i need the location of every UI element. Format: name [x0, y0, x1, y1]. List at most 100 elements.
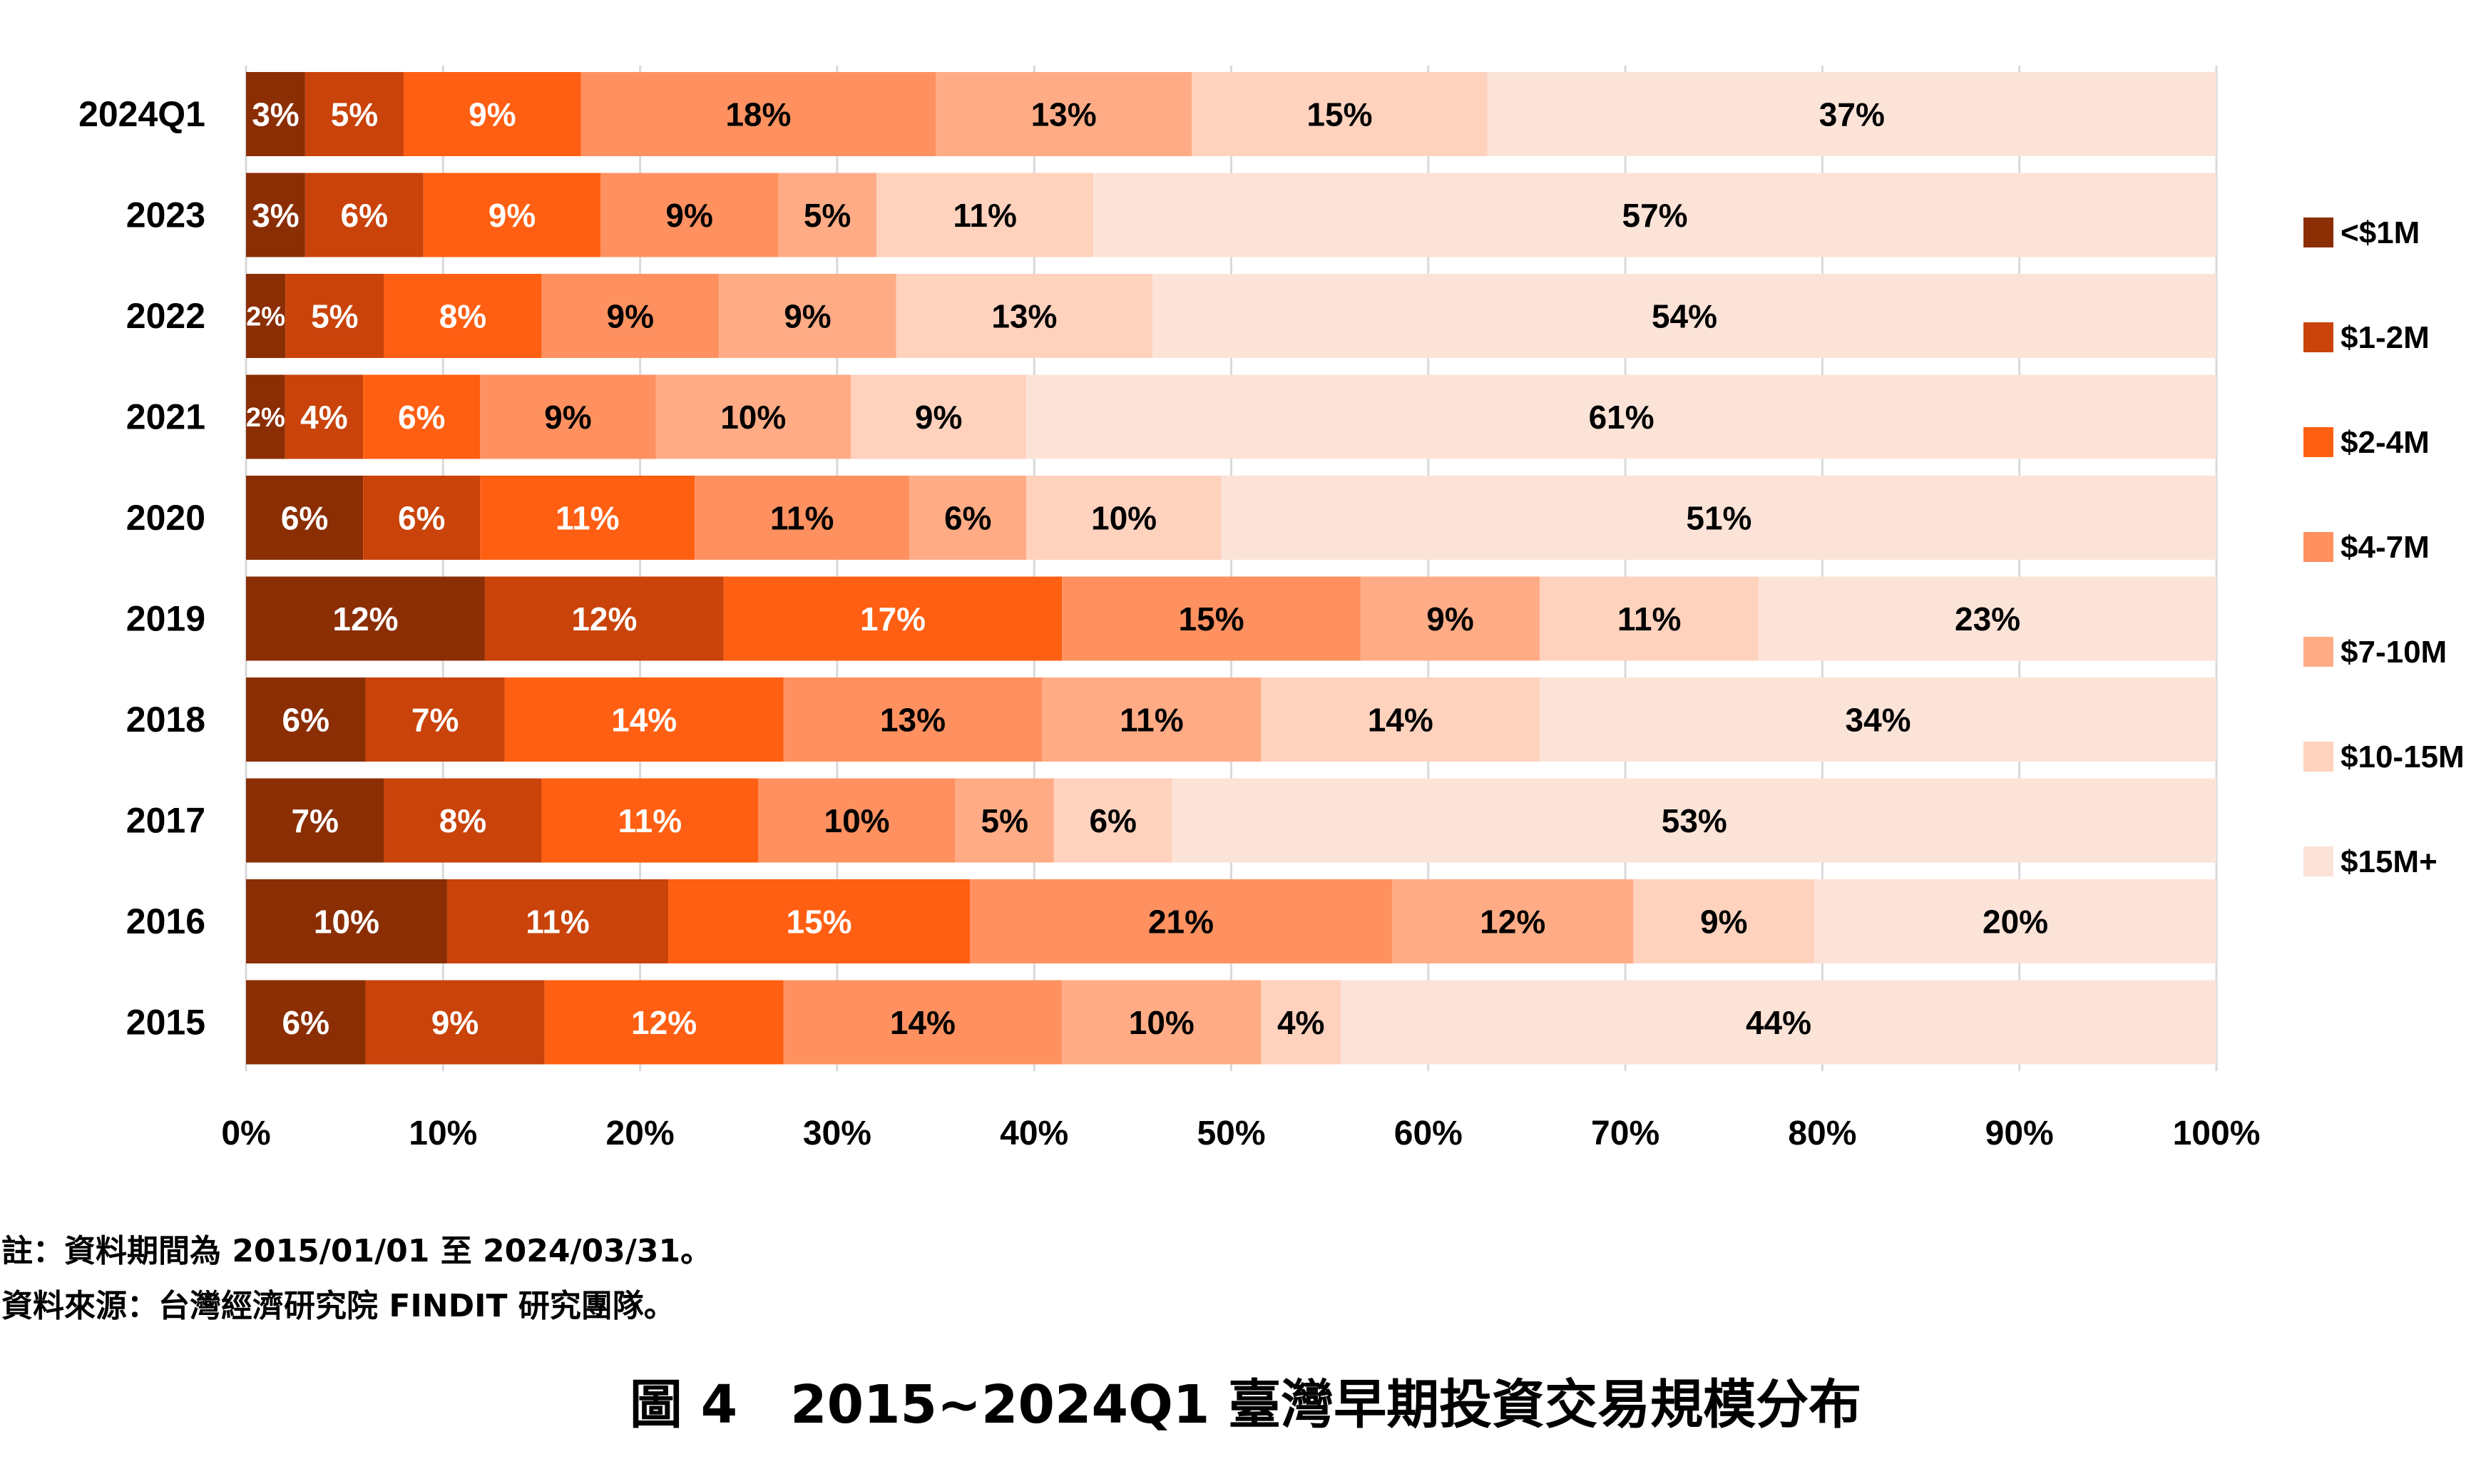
figure-caption: 圖 4 2015~2024Q1 臺灣早期投資交易規模分布 — [629, 1374, 1862, 1436]
data-label: 6% — [282, 1004, 329, 1041]
bar-segment-7-10m — [1392, 879, 1634, 963]
legend-label: $4-7M — [2341, 530, 2430, 565]
data-label: 5% — [311, 298, 358, 335]
category-label: 2017 — [126, 801, 205, 841]
category-label: 2024Q1 — [78, 94, 205, 134]
bar-segment-10-15m — [876, 173, 1094, 257]
bar-segment-lt-1m — [246, 879, 447, 963]
bar-segment-10-15m — [1026, 476, 1222, 560]
legend-item-10-15m: $10-15M — [2303, 740, 2465, 774]
data-label: 15% — [1306, 96, 1372, 133]
bar-segment-7-10m — [909, 476, 1027, 560]
bar-segment-15mplus — [1026, 374, 2216, 459]
data-label: 6% — [282, 702, 329, 739]
bar-segment-4-7m — [969, 879, 1393, 963]
legend-label: <$1M — [2341, 215, 2420, 250]
bar-segment-4-7m — [758, 778, 956, 863]
bar-segment-10-15m — [1633, 879, 1815, 963]
bar-segment-lt-1m — [246, 173, 305, 257]
legend-swatch — [2303, 742, 2333, 772]
data-label: 12% — [1480, 904, 1545, 941]
bar-segment-7-10m — [778, 173, 877, 257]
category-label: 2020 — [126, 498, 205, 538]
bar-segment-15mplus — [1487, 72, 2216, 156]
data-label: 21% — [1148, 904, 1214, 941]
category-label: 2023 — [126, 195, 205, 235]
bar-segment-7-10m — [936, 72, 1192, 156]
data-label: 5% — [331, 96, 378, 133]
data-label: 4% — [1277, 1004, 1324, 1041]
x-tick-labels: 0% 10% 20% 30% 40% 50% 60% 70% 80% 90% 100% — [221, 1115, 2260, 1152]
category-label: 2016 — [126, 901, 205, 941]
bar-segment-7-10m — [1042, 677, 1262, 762]
data-label: 11% — [770, 500, 834, 537]
legend-label: $1-2M — [2341, 320, 2430, 355]
bar-segment-10-15m — [1261, 677, 1540, 762]
data-label: 7% — [411, 702, 459, 739]
x-tick-label: 40% — [1000, 1115, 1068, 1152]
data-label: 9% — [1700, 904, 1747, 941]
x-tick-label: 50% — [1197, 1115, 1265, 1152]
bar-segment-10-15m — [896, 274, 1152, 358]
note-period: 註：資料期間為 2015/01/01 至 2024/03/31。 — [1, 1233, 712, 1269]
legend-swatch — [2303, 322, 2333, 352]
bar-segment-2-4m — [423, 173, 601, 257]
data-label: 2% — [246, 403, 285, 433]
data-label: 6% — [1089, 802, 1136, 839]
data-label: 17% — [860, 600, 926, 638]
bar-segment-4-7m — [541, 274, 720, 358]
x-tick-label: 0% — [221, 1115, 270, 1152]
legend-item-2-4m: $2-4M — [2303, 425, 2430, 460]
bar-segment-lt-1m — [246, 677, 366, 762]
data-label: 44% — [1746, 1004, 1811, 1041]
data-label: 12% — [571, 600, 637, 638]
category-label: 2018 — [126, 700, 205, 740]
bar-segment-1-2m — [365, 980, 545, 1065]
bar-row-2022: 2% 5% 8% 9% 9% 13% 54% — [246, 274, 2216, 358]
data-label: 57% — [1622, 197, 1688, 234]
data-label: 11% — [1120, 702, 1184, 739]
data-label: 7% — [291, 802, 338, 839]
bar-segment-2-4m — [363, 374, 481, 459]
data-label: 6% — [944, 500, 991, 537]
data-label: 54% — [1652, 298, 1717, 335]
bar-segment-2-4m — [723, 576, 1063, 661]
legend: <$1M $1-2M $2-4M $4-7M $7-10M $10-15M $15M+ — [2303, 215, 2465, 879]
data-label: 13% — [1031, 96, 1097, 133]
x-tick-label: 90% — [1985, 1115, 2054, 1152]
bar-segment-4-7m — [1062, 576, 1361, 661]
bar-segment-10-15m — [1261, 980, 1341, 1065]
data-label: 37% — [1819, 96, 1885, 133]
data-label: 14% — [890, 1004, 956, 1041]
bar-segment-15mplus — [1093, 173, 2216, 257]
data-label: 15% — [786, 904, 851, 941]
bar-segment-15mplus — [1221, 476, 2216, 560]
data-label: 8% — [439, 802, 486, 839]
bar-segment-7-10m — [719, 274, 896, 358]
bar-segment-15mplus — [1341, 980, 2216, 1065]
bar-segment-lt-1m — [246, 374, 285, 459]
bar-segment-1-2m — [363, 476, 481, 560]
bar-segment-1-2m — [446, 879, 669, 963]
data-label: 9% — [489, 197, 536, 234]
data-label: 6% — [341, 197, 388, 234]
x-tick-label: 70% — [1591, 1115, 1659, 1152]
bar-row-2020: 6% 6% 11% 11% 6% 10% 51% — [246, 476, 2216, 560]
data-label: 10% — [720, 399, 786, 436]
bar-segment-15mplus — [1814, 879, 2216, 963]
bar-segment-lt-1m — [246, 778, 384, 863]
bar-segment-10-15m — [851, 374, 1027, 459]
data-label: 12% — [332, 600, 398, 638]
data-label: 6% — [398, 500, 445, 537]
data-label: 9% — [915, 399, 962, 436]
data-label: 3% — [252, 96, 299, 133]
bar-row-2017: 7% 8% 11% 10% 5% 6% 53% — [246, 778, 2216, 863]
bar-segment-15mplus — [1540, 677, 2216, 762]
bar-row-2018: 6% 7% 14% 13% 11% 14% 34% — [246, 677, 2216, 762]
bar-segment-lt-1m — [246, 576, 485, 661]
data-label: 34% — [1846, 702, 1911, 739]
legend-swatch — [2303, 427, 2333, 457]
bar-segment-4-7m — [580, 72, 936, 156]
x-tick-label: 30% — [803, 1115, 871, 1152]
bar-segment-4-7m — [480, 374, 656, 459]
